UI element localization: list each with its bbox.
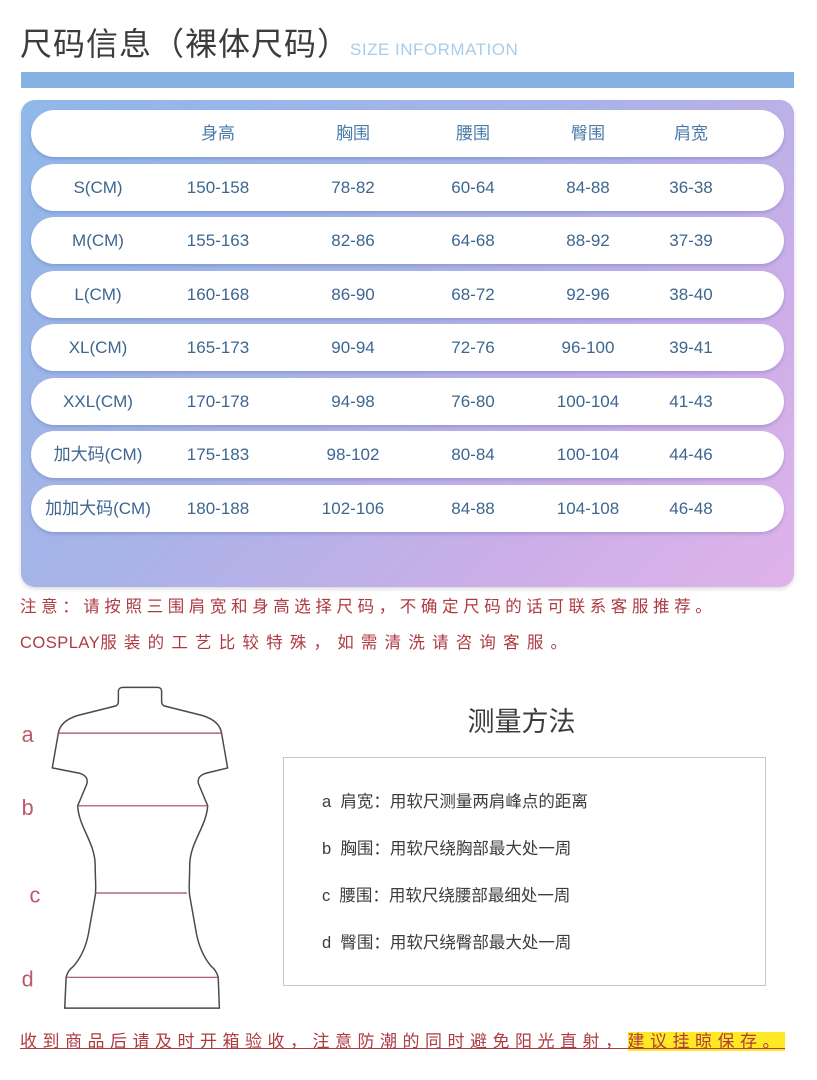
svg-text:d: d xyxy=(22,966,34,991)
svg-text:b: b xyxy=(22,795,34,820)
svg-text:a: a xyxy=(22,722,35,747)
svg-text:c: c xyxy=(29,882,40,907)
